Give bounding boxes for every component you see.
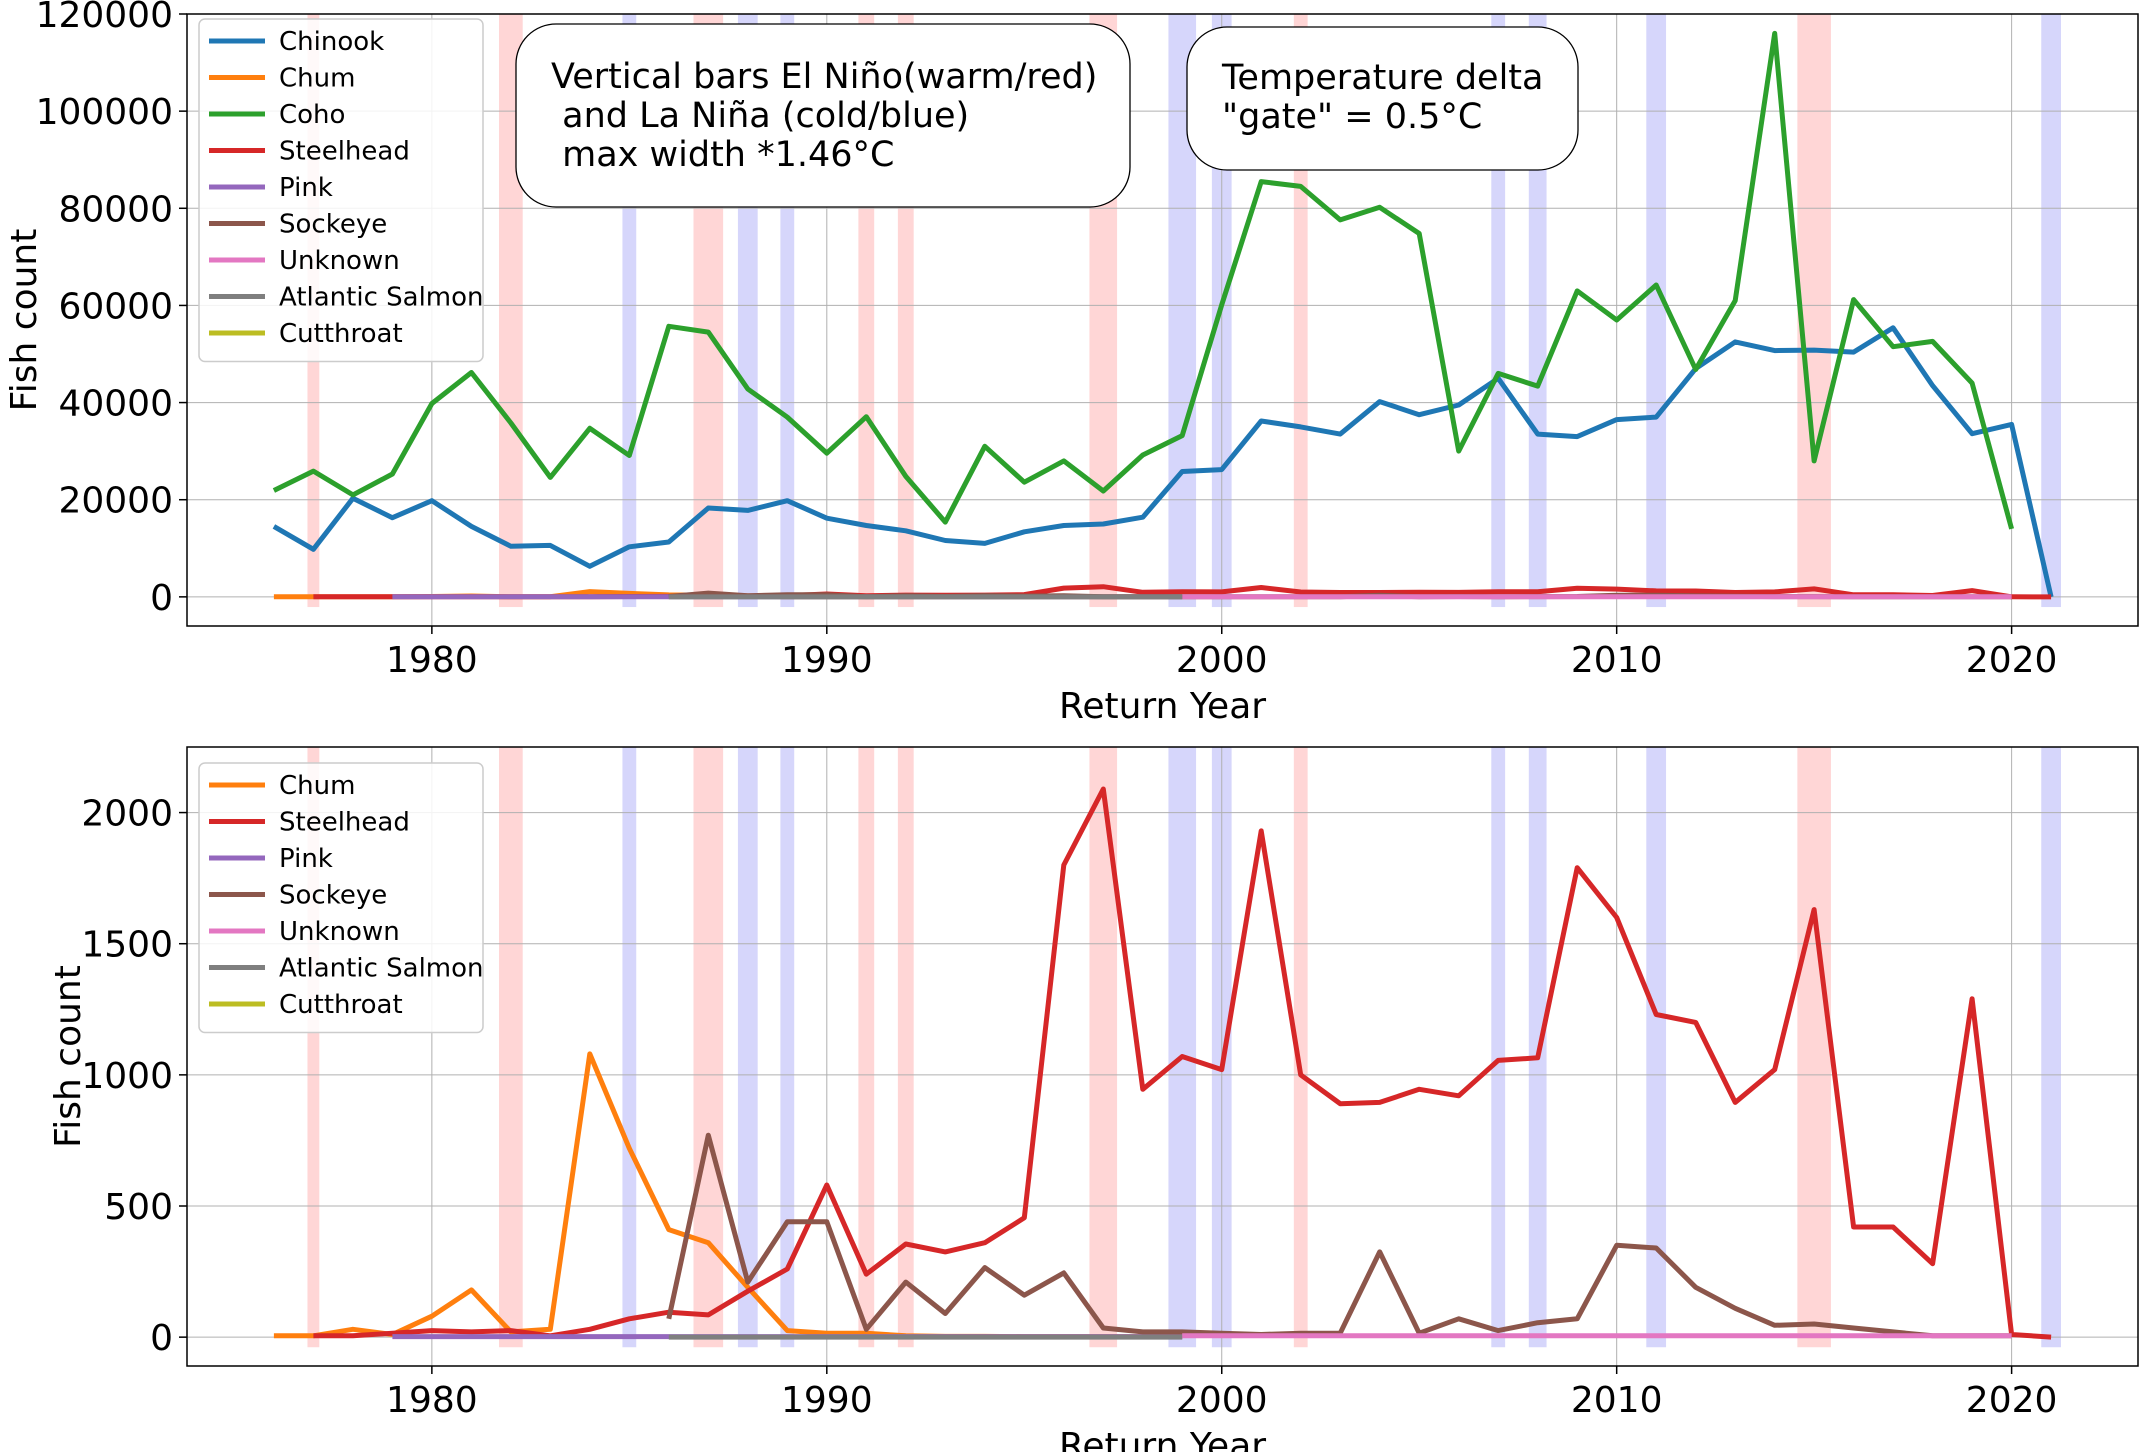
la-nina-bar [2041, 747, 2061, 1348]
annotation-box-bars-note [515, 23, 1131, 208]
x-axis-label: Return Year [1059, 686, 1266, 727]
y-tick-label: 80000 [58, 189, 173, 230]
y-tick-label: 40000 [58, 384, 173, 425]
series-line-chinook [272, 325, 2054, 598]
el-nino-bar [1797, 747, 1831, 1348]
x-tick-label: 1990 [781, 640, 873, 681]
el-nino-bar [499, 747, 523, 1348]
legend-box [198, 762, 484, 1034]
legend-label: Pink [279, 173, 333, 203]
y-tick-label: 20000 [58, 481, 173, 522]
legend-label: Pink [279, 844, 333, 874]
y-tick-label: 60000 [58, 286, 173, 327]
la-nina-bar [737, 747, 758, 1348]
x-tick-label: 1980 [386, 1380, 478, 1421]
legend-box [198, 18, 484, 363]
la-nina-bar [622, 747, 637, 1348]
la-nina-bar [1168, 747, 1197, 1348]
series-line-coho [272, 30, 2015, 530]
legend-label: Steelhead [279, 137, 410, 167]
legend-label: Chum [279, 771, 355, 801]
y-tick-label: 100000 [36, 92, 173, 133]
legend-label: Unknown [279, 246, 400, 276]
legend-label: Sockeye [279, 881, 387, 911]
el-nino-bar [1293, 747, 1308, 1348]
la-nina-bar [1491, 747, 1506, 1348]
el-nino-bar [1797, 14, 1831, 608]
legend-label: Steelhead [279, 808, 410, 838]
series-line-chum [273, 1051, 1183, 1340]
legend-label: Atlantic Salmon [279, 954, 484, 984]
legend-label: Chum [279, 64, 355, 94]
annotation-line: Vertical bars El Niño(warm/red) [551, 57, 1097, 97]
y-tick-label: 2000 [81, 794, 173, 835]
annotation-text-bars-note: Vertical bars El Niño(warm/red) and La N… [551, 57, 1097, 175]
legend-label: Cutthroat [279, 990, 403, 1020]
y-tick-label: 0 [150, 578, 173, 619]
el-nino-bar [1089, 747, 1118, 1348]
x-axis-label: Return Year [1059, 1426, 1266, 1452]
legend-label: Sockeye [279, 210, 387, 240]
legend-label: Cutthroat [279, 319, 403, 349]
legend-label: Atlantic Salmon [279, 283, 484, 313]
x-tick-label: 2000 [1176, 640, 1268, 681]
y-tick-label: 500 [104, 1187, 173, 1228]
y-tick-label: 1500 [81, 925, 173, 966]
top-chart-panel: 1980 1990 2000 2010 2020 0 20000 40000 60000 8000… [4, 0, 2139, 727]
x-tick-label: 2010 [1571, 1380, 1663, 1421]
plot-frame [186, 13, 2139, 627]
series-line-sockeye [666, 1132, 2012, 1339]
annotation-line: and La Niña (cold/blue) [551, 96, 969, 136]
el-nino-bar [307, 747, 320, 1348]
series-line-steelhead [313, 786, 2052, 1340]
x-tick-label: 1990 [781, 1380, 873, 1421]
la-nina-bar [2041, 14, 2061, 608]
annotation-text-gate-note: Temperature delta "gate" = 0.5°C [1221, 58, 1543, 137]
y-axis-label: Fish count [48, 965, 89, 1148]
annotation-line: max width *1.46°C [551, 135, 894, 175]
el-nino-bar [693, 747, 724, 1348]
y-axis-label: Fish count [4, 229, 45, 412]
x-tick-label: 2000 [1176, 1380, 1268, 1421]
bottom-chart-panel: 1980 1990 2000 2010 2020 0 500 1000 1500 2000 Retu… [48, 746, 2139, 1452]
x-tick-label: 2010 [1571, 640, 1663, 681]
x-tick-label: 2020 [1966, 640, 2058, 681]
x-tick-label: 1980 [386, 640, 478, 681]
plot-frame [186, 746, 2139, 1367]
x-tick-label: 2020 [1966, 1380, 2058, 1421]
la-nina-bar [1646, 747, 1667, 1348]
la-nina-bar [1646, 14, 1667, 608]
y-tick-label: 120000 [36, 0, 173, 36]
y-tick-label: 0 [150, 1318, 173, 1359]
el-nino-bar [897, 747, 914, 1348]
la-nina-bar [780, 747, 795, 1348]
y-tick-label: 1000 [81, 1056, 173, 1097]
el-nino-bar [858, 747, 875, 1348]
annotation-line: "gate" = 0.5°C [1222, 97, 1482, 137]
legend-label: Chinook [279, 27, 384, 57]
annotation-box-gate-note [1186, 26, 1579, 171]
legend-label: Coho [279, 100, 345, 130]
legend-label: Unknown [279, 917, 400, 947]
annotation-line: Temperature delta [1221, 58, 1543, 98]
